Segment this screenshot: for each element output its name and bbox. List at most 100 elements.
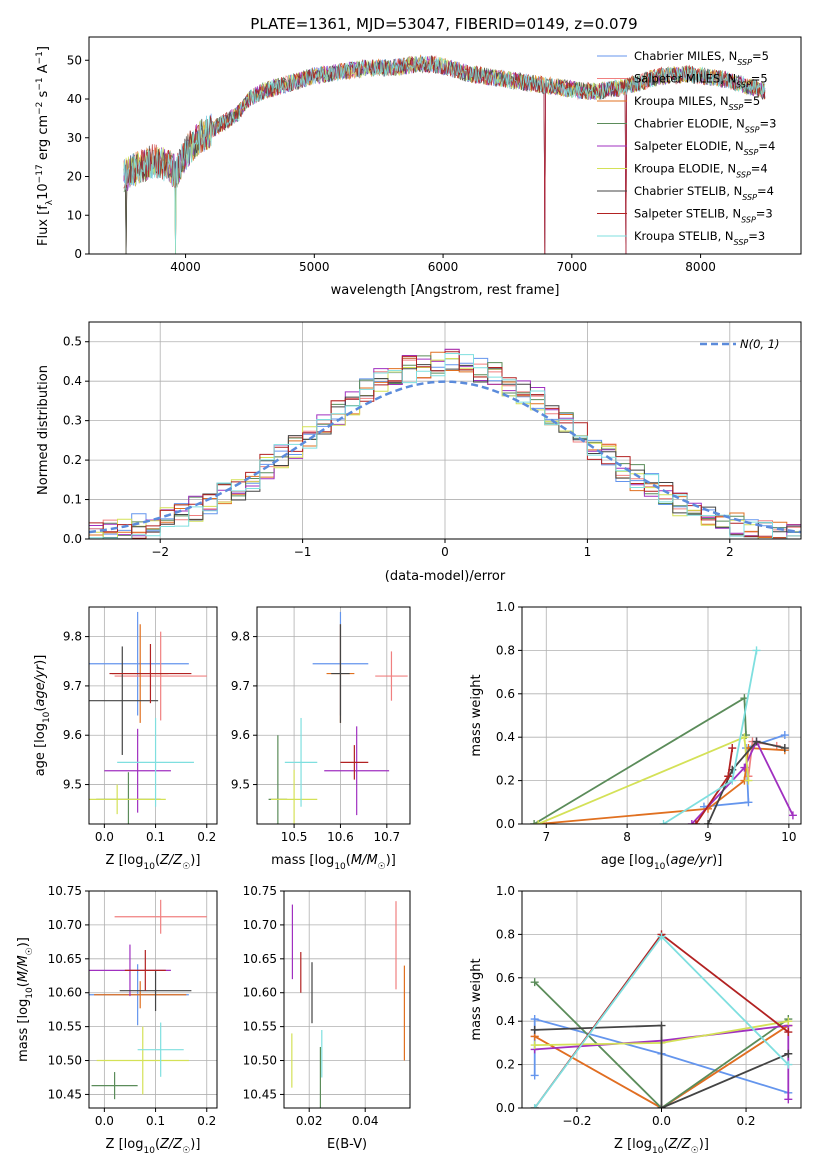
figure-title: PLATE=1361, MJD=53047, FIBERID=0149, z=0… bbox=[250, 15, 637, 33]
y-tick-label: 30 bbox=[67, 131, 82, 145]
y-tick-label: 9.8 bbox=[63, 630, 82, 644]
y-tick-label: 9.8 bbox=[231, 630, 250, 644]
weight-marker bbox=[659, 820, 668, 824]
x-tick-label: 1 bbox=[584, 545, 592, 559]
x-tick-label: 0.0 bbox=[95, 1114, 114, 1128]
y-tick-label: 9.7 bbox=[231, 679, 250, 693]
x-tick-label: 8 bbox=[623, 830, 631, 844]
age-vs-z-panel: 0.0 0.1 0.2 9.5 9.6 9.7 9.8 Z [log10(Z/Z☉)] age … bbox=[33, 606, 218, 872]
weight-marker bbox=[530, 978, 539, 987]
y-tick-label: 0.0 bbox=[63, 532, 82, 546]
plot-area bbox=[291, 901, 405, 1108]
weight-marker bbox=[657, 932, 666, 941]
x-tick-label: 0.2 bbox=[197, 1114, 216, 1128]
weight-marker bbox=[740, 733, 749, 742]
legend-label: Chabrier ELODIE, NSSP=3 bbox=[634, 117, 776, 135]
weights-vs-z-panel: −0.2 0.0 0.2 0.0 0.2 0.4 0.6 0.8 1.0 Z [log10(Z/Z… bbox=[469, 884, 802, 1156]
y-tick-label: 10.45 bbox=[243, 1087, 277, 1101]
legend-label: Salpeter STELIB, NSSP=3 bbox=[634, 207, 773, 225]
weight-marker bbox=[780, 744, 789, 753]
y-tick-label: 0 bbox=[74, 247, 82, 261]
y-tick-label: 10 bbox=[67, 208, 82, 222]
axes-frame bbox=[521, 606, 802, 825]
weight-line bbox=[691, 739, 794, 824]
y-tick-label: 50 bbox=[67, 53, 82, 67]
x-tick-label: 4000 bbox=[170, 260, 201, 274]
weight-marker bbox=[744, 798, 753, 807]
y-tick-label: 0.8 bbox=[496, 643, 515, 657]
weight-marker bbox=[752, 646, 761, 655]
x-tick-label: 10.6 bbox=[327, 830, 354, 844]
y-tick-label: 20 bbox=[67, 170, 82, 184]
plot-area bbox=[530, 930, 793, 1108]
y-tick-label: 0.8 bbox=[496, 927, 515, 941]
legend-label: Kroupa MILES, NSSP=5 bbox=[634, 94, 760, 112]
weight-marker bbox=[728, 744, 737, 753]
y-tick-label: 0.0 bbox=[496, 817, 515, 831]
y-axis-label: Flux [fλ10−17 erg cm−2 s−1 A−1] bbox=[35, 46, 55, 246]
legend: Chabrier MILES, NSSP=5 Salpeter MILES, NS… bbox=[597, 49, 776, 247]
x-tick-label: 0.1 bbox=[146, 830, 165, 844]
x-tick-label: 7 bbox=[542, 830, 550, 844]
y-tick-label: 9.5 bbox=[231, 778, 250, 792]
y-axis-label: mass weight bbox=[469, 958, 484, 1040]
residuals-panel: −2 −1 0 1 2 0.0 0.1 0.2 0.3 0.4 0.5 (data-model)/er… bbox=[36, 321, 802, 584]
y-tick-label: 10.70 bbox=[243, 918, 277, 932]
weight-line bbox=[534, 1024, 789, 1108]
weight-marker bbox=[724, 772, 733, 781]
x-tick-label: 0 bbox=[441, 545, 449, 559]
weight-marker bbox=[784, 1017, 793, 1026]
x-tick-label: 0.0 bbox=[652, 1114, 671, 1128]
y-tick-label: 10.60 bbox=[48, 986, 82, 1000]
x-tick-label: 0.0 bbox=[95, 830, 114, 844]
y-tick-label: 0.5 bbox=[63, 335, 82, 349]
y-tick-label: 10.75 bbox=[48, 884, 82, 898]
y-tick-label: 0.1 bbox=[63, 493, 82, 507]
weight-marker bbox=[728, 776, 737, 785]
y-tick-label: 10.50 bbox=[48, 1054, 82, 1068]
y-tick-label: 0.4 bbox=[496, 1014, 515, 1028]
y-tick-label: 0.2 bbox=[496, 1058, 515, 1072]
weight-marker bbox=[704, 820, 712, 824]
weight-marker bbox=[534, 820, 543, 824]
y-tick-label: 0.3 bbox=[63, 414, 82, 428]
spectrum-line bbox=[123, 56, 766, 254]
x-tick-label: 5000 bbox=[299, 260, 330, 274]
weight-marker bbox=[784, 1049, 793, 1058]
legend-label: Chabrier MILES, NSSP=5 bbox=[634, 49, 769, 67]
x-tick-label: 0.04 bbox=[352, 1114, 379, 1128]
legend-label: N(0, 1) bbox=[740, 337, 780, 351]
spectrum-panel: 4000 5000 6000 7000 8000 0 10 20 30 40 50 wavelengt… bbox=[35, 36, 802, 298]
weight-marker bbox=[530, 1015, 539, 1024]
y-tick-label: 0.2 bbox=[496, 774, 515, 788]
plot-area bbox=[123, 54, 766, 254]
y-tick-label: 10.55 bbox=[243, 1020, 277, 1034]
x-tick-label: −0.2 bbox=[562, 1114, 591, 1128]
x-tick-label: −1 bbox=[294, 545, 312, 559]
x-axis-label: E(B-V) bbox=[327, 1137, 367, 1152]
weight-marker bbox=[784, 1095, 793, 1104]
weights-vs-age-panel: 7 8 9 10 0.0 0.2 0.4 0.6 0.8 1.0 age [log10(age/yr… bbox=[469, 600, 802, 872]
axes-frame bbox=[88, 36, 802, 255]
spectrum-line bbox=[123, 56, 766, 254]
y-tick-label: 10.50 bbox=[243, 1054, 277, 1068]
y-tick-label: 10.60 bbox=[243, 986, 277, 1000]
mass-vs-z-panel: 0.0 0.1 0.2 10.45 10.50 10.55 10.60 10.65 10.70 1… bbox=[16, 884, 218, 1156]
x-tick-label: 10.5 bbox=[281, 830, 308, 844]
histogram-step bbox=[89, 353, 801, 539]
y-tick-label: 9.5 bbox=[63, 778, 82, 792]
weight-marker bbox=[530, 1104, 539, 1108]
y-tick-label: 9.6 bbox=[231, 728, 250, 742]
x-tick-label: 10.7 bbox=[373, 830, 400, 844]
weight-line bbox=[534, 981, 789, 1108]
weight-marker bbox=[744, 776, 753, 785]
x-axis-label: mass [log10(M/M☉)] bbox=[271, 853, 396, 872]
weight-marker bbox=[784, 1060, 793, 1069]
x-tick-label: 8000 bbox=[685, 260, 716, 274]
spectrum-line bbox=[123, 55, 766, 254]
mass-vs-ebv-panel: 0.02 0.04 10.45 10.50 10.55 10.60 10.65 10.70 10… bbox=[243, 884, 411, 1152]
x-axis-label: age [log10(age/yr)] bbox=[601, 853, 723, 872]
weight-line bbox=[707, 740, 786, 824]
x-axis-label: Z [log10(Z/Z☉)] bbox=[106, 1137, 201, 1156]
